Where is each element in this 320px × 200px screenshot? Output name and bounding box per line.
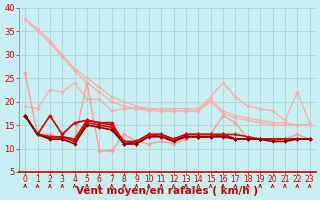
- X-axis label: Vent moyen/en rafales ( km/h ): Vent moyen/en rafales ( km/h ): [76, 186, 258, 196]
